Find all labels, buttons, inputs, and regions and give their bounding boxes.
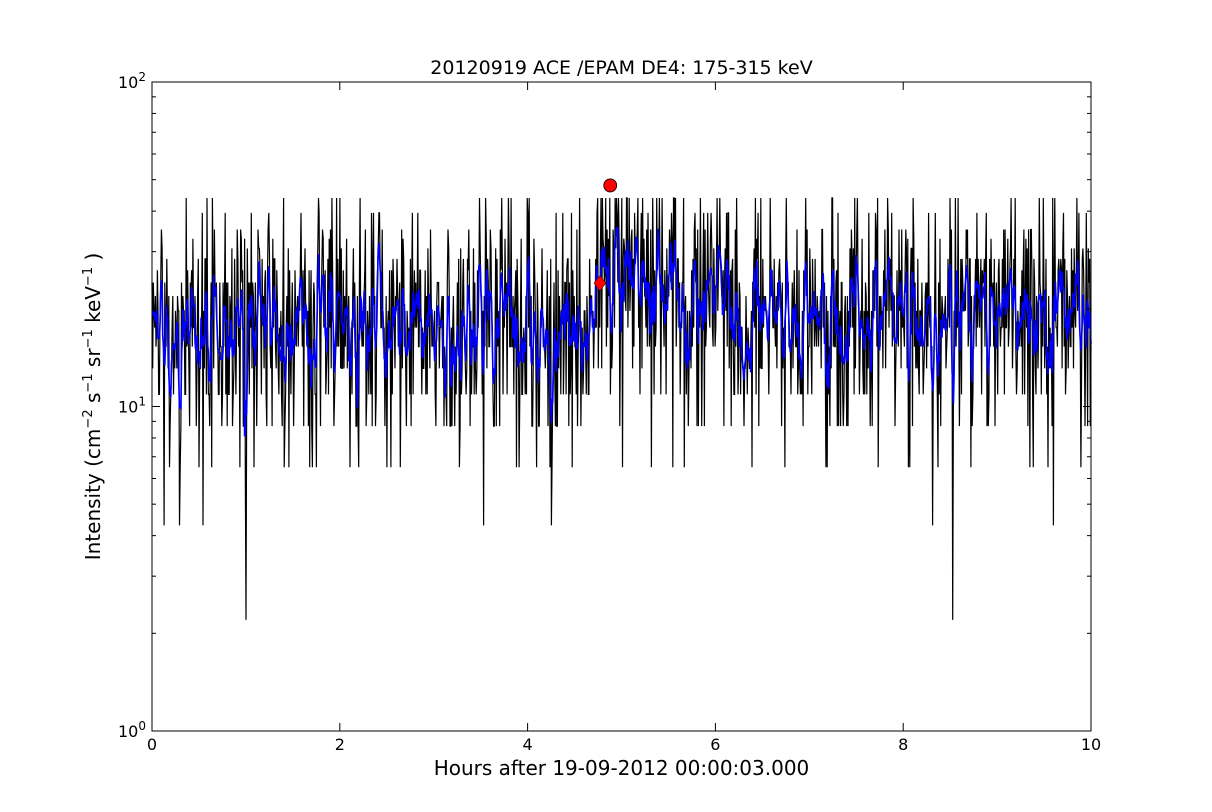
y-axis-label-kev: keV bbox=[81, 286, 105, 330]
marker-group bbox=[593, 178, 618, 292]
y-tick-label-exp: 1 bbox=[138, 395, 146, 409]
chart-title: 20120919 ACE /EPAM DE4: 175-315 keV bbox=[430, 57, 812, 79]
y-axis-label-exp1: −2 bbox=[81, 409, 96, 428]
y-axis-label-exp4: −1 bbox=[81, 267, 96, 286]
y-tick-label-exp: 2 bbox=[138, 70, 146, 84]
y-tick-label-exp: 0 bbox=[138, 719, 146, 733]
y-axis-label-exp2: −1 bbox=[81, 373, 96, 392]
y-axis-label: Intensity (cm−2 s−1 sr−1 keV−1 ) bbox=[81, 253, 105, 561]
x-axis-label: Hours after 19-09-2012 00:00:03.000 bbox=[434, 756, 810, 780]
y-axis-label-exp3: −1 bbox=[81, 329, 96, 348]
y-tick-label: 102 bbox=[118, 70, 146, 92]
x-tick-label: 10 bbox=[1081, 735, 1101, 754]
x-tick-label: 2 bbox=[335, 735, 345, 754]
plot-background bbox=[152, 82, 1091, 731]
y-tick-label: 100 bbox=[118, 719, 146, 741]
y-axis-label-suffix: ) bbox=[81, 253, 105, 267]
x-tick-label: 4 bbox=[523, 735, 533, 754]
y-tick-label-base: 10 bbox=[118, 722, 138, 741]
series-group bbox=[151, 197, 1092, 620]
y-tick-label-base: 10 bbox=[118, 73, 138, 92]
y-tick-label-base: 10 bbox=[118, 398, 138, 417]
event-marker-diamond bbox=[593, 274, 607, 292]
x-tick-label: 0 bbox=[147, 735, 157, 754]
y-axis-label-prefix: Intensity (cm bbox=[81, 429, 105, 561]
y-tick-label: 101 bbox=[118, 395, 146, 417]
x-tick-label: 6 bbox=[710, 735, 720, 754]
y-axis-label-sr: sr bbox=[81, 348, 105, 374]
event-marker-circle bbox=[603, 178, 618, 193]
series-line-smoothed bbox=[151, 227, 1092, 437]
x-tick-label: 8 bbox=[898, 735, 908, 754]
y-axis-label-s: s bbox=[81, 393, 105, 410]
